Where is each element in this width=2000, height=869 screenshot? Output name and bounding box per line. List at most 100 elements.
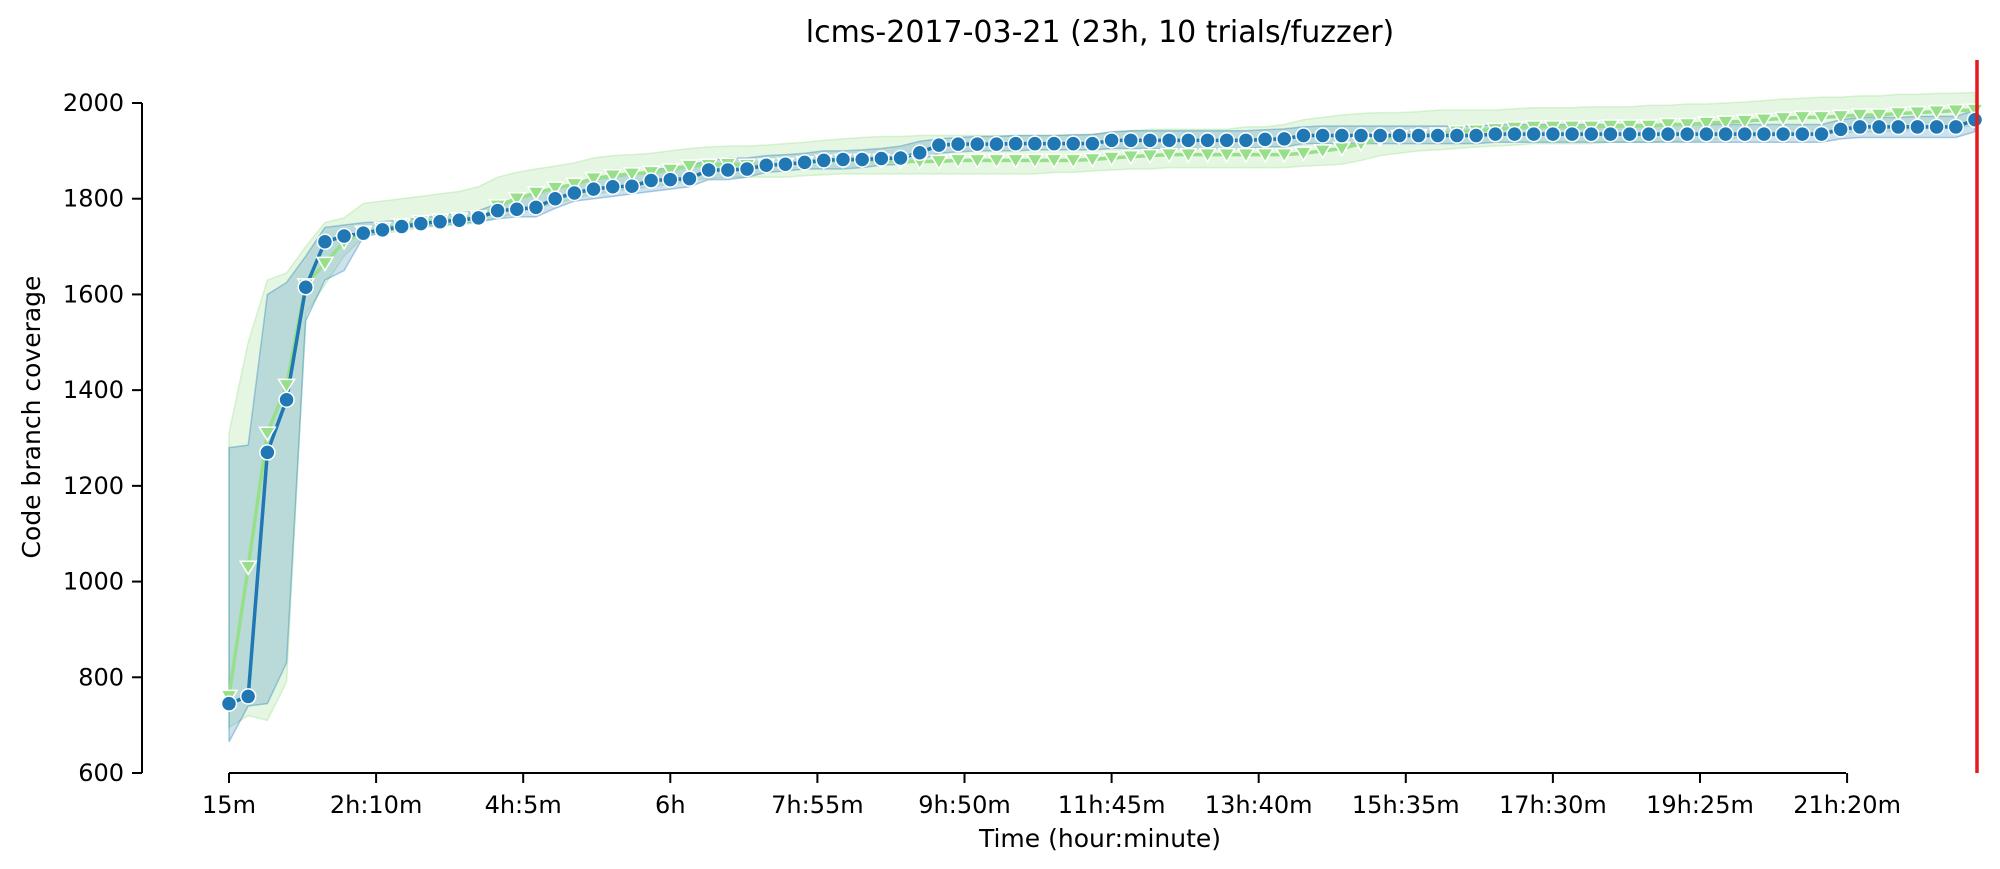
data-point-blue — [738, 160, 756, 178]
data-point-blue — [1103, 132, 1120, 149]
data-point-blue — [642, 172, 660, 189]
data-point-green — [1179, 147, 1198, 164]
data-point-blue — [1141, 132, 1159, 149]
confidence-band-green — [228, 91, 1976, 729]
data-point-blue — [508, 200, 526, 218]
data-point-blue — [911, 144, 928, 162]
data-point-green — [1735, 114, 1755, 130]
data-point-blue — [1621, 125, 1638, 143]
data-point-green — [1217, 147, 1237, 164]
data-point-blue — [1890, 118, 1907, 136]
data-point-blue — [412, 215, 430, 232]
data-point-blue — [1774, 125, 1792, 143]
data-point-blue — [930, 136, 948, 154]
data-point-blue — [796, 154, 813, 171]
data-point-blue — [489, 202, 506, 219]
confidence-bands — [228, 91, 1976, 743]
data-point-blue — [757, 156, 775, 174]
data-point-blue — [1026, 135, 1044, 152]
data-point-blue — [853, 151, 871, 168]
data-point-blue — [1448, 127, 1466, 144]
data-point-green — [1198, 147, 1217, 164]
data-point-blue — [1563, 125, 1581, 143]
data-point-green — [1869, 108, 1889, 124]
data-point-green — [1159, 147, 1179, 164]
data-point-blue — [1122, 132, 1140, 149]
data-point-blue — [278, 391, 295, 408]
x-tick-label: 9h:50m — [918, 791, 1010, 819]
data-point-blue — [1199, 132, 1216, 149]
data-point-green — [622, 167, 642, 183]
data-point-blue — [1333, 127, 1351, 144]
data-point-blue — [566, 184, 583, 202]
data-point-blue — [988, 135, 1005, 153]
x-tick-label: 4h:5m — [485, 791, 562, 819]
data-point-blue — [1794, 125, 1811, 143]
y-tick-label: 1000 — [63, 568, 124, 596]
data-point-green — [1294, 146, 1313, 162]
data-point-blue — [1640, 125, 1658, 143]
data-point-blue — [239, 688, 257, 705]
data-point-green — [1812, 110, 1831, 127]
data-point-blue — [1371, 127, 1389, 144]
data-point-green — [929, 154, 949, 171]
data-point-green — [1083, 152, 1102, 169]
data-point-green — [526, 186, 546, 202]
data-point-blue — [1276, 130, 1293, 148]
data-point-blue — [662, 171, 679, 188]
y-tick-label: 1400 — [63, 376, 124, 404]
data-point-blue — [700, 161, 717, 179]
data-point-green — [1063, 153, 1083, 170]
confidence-band-blue — [228, 109, 1976, 743]
data-point-blue — [1352, 127, 1370, 144]
data-point-green — [1888, 106, 1908, 123]
data-point-green — [1831, 109, 1851, 126]
data-point-blue — [1947, 118, 1965, 136]
data-point-blue — [1602, 125, 1619, 143]
data-point-green — [1658, 117, 1678, 134]
data-point-green — [1716, 115, 1735, 131]
data-point-green — [1255, 147, 1275, 164]
x-tick-label: 11h:45m — [1058, 791, 1166, 819]
x-axis-label: Time (hour:minute) — [978, 824, 1221, 853]
data-point-green — [1697, 116, 1716, 132]
data-point-blue — [355, 224, 372, 242]
x-tick-label: 7h:55m — [771, 791, 863, 819]
y-tick-label: 1200 — [63, 472, 124, 500]
x-tick-label: 6h — [655, 791, 685, 819]
x-tick-label: 2h:10m — [330, 791, 422, 819]
y-axis-label: Code branch coverage — [17, 276, 46, 559]
data-point-green — [315, 256, 335, 272]
data-point-green — [1102, 151, 1121, 167]
data-point-blue — [873, 150, 890, 167]
axes — [141, 103, 1846, 774]
data-point-green — [277, 378, 296, 395]
data-point-blue — [1295, 127, 1312, 144]
data-point-blue — [969, 135, 986, 153]
data-point-green — [1677, 117, 1697, 134]
data-point-green — [1927, 104, 1946, 121]
data-point-green — [1140, 148, 1160, 165]
data-point-green — [507, 191, 527, 208]
data-point-blue — [815, 152, 833, 169]
data-point-blue — [949, 135, 967, 153]
data-point-green — [1908, 105, 1927, 122]
data-point-blue — [1698, 125, 1715, 143]
y-tick-label: 1600 — [63, 280, 124, 308]
data-point-blue — [777, 156, 794, 173]
series-markers — [219, 103, 1985, 712]
data-point-blue — [374, 221, 391, 239]
data-point-blue — [1160, 132, 1178, 149]
data-point-green — [1274, 147, 1294, 164]
data-point-blue — [259, 444, 276, 461]
data-point-blue — [1832, 121, 1849, 138]
data-point-blue — [719, 161, 737, 179]
data-point-green — [1236, 147, 1256, 164]
data-point-green — [1006, 153, 1025, 170]
data-point-green — [948, 153, 968, 170]
data-point-green — [1044, 153, 1064, 170]
data-point-blue — [1678, 125, 1696, 143]
data-point-blue — [1909, 118, 1926, 136]
data-point-blue — [1928, 118, 1945, 136]
data-point-blue — [297, 279, 314, 296]
